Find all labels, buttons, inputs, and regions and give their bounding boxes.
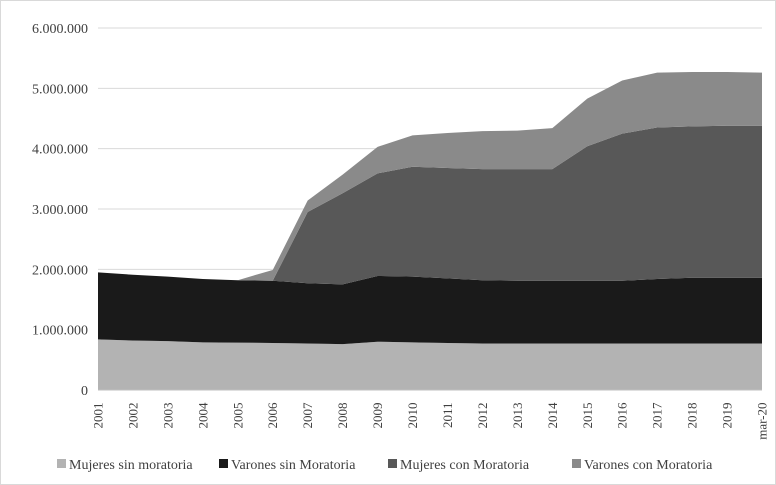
x-tick-label: 2005 xyxy=(230,403,245,429)
x-tick-label: 2013 xyxy=(510,403,525,429)
x-tick-label: 2002 xyxy=(125,403,140,429)
area-series xyxy=(98,72,762,390)
x-tick-label: 2017 xyxy=(650,402,665,429)
axes: 0 1.000.000 2.000.000 3.000.000 4.000.000 5.0… xyxy=(32,22,770,440)
area-mujeres-con-moratoria xyxy=(98,125,762,285)
x-tick-label: 2009 xyxy=(370,403,385,429)
x-tick-label: 2012 xyxy=(475,403,490,429)
y-tick-label: 5.000.000 xyxy=(32,82,88,97)
y-tick-label: 0 xyxy=(81,384,88,399)
x-tick-label: 2016 xyxy=(615,402,630,429)
y-tick-label: 2.000.000 xyxy=(32,263,88,278)
x-tick-label: 2014 xyxy=(545,402,560,429)
legend-label-varones-sin-moratoria: Varones sin Moratoria xyxy=(231,458,356,473)
area-varones-sin-moratoria xyxy=(98,272,762,345)
x-tick-label: 2010 xyxy=(405,403,420,429)
legend-swatch-varones-sin-moratoria xyxy=(219,459,228,468)
legend-label-mujeres-sin-moratoria: Mujeres sin moratoria xyxy=(69,458,193,473)
x-tick-label: 2019 xyxy=(720,403,735,429)
x-tick-label: 2006 xyxy=(265,402,280,429)
legend-label-mujeres-con-moratoria: Mujeres con Moratoria xyxy=(400,458,530,473)
y-tick-label: 1.000.000 xyxy=(32,324,88,339)
area-varones-con-moratoria xyxy=(98,72,762,281)
legend-swatch-mujeres-con-moratoria xyxy=(388,459,397,468)
x-tick-label: 2008 xyxy=(335,403,350,429)
legend-swatch-varones-con-moratoria xyxy=(572,459,581,468)
x-tick-label: 2003 xyxy=(160,403,175,429)
y-tick-label: 3.000.000 xyxy=(32,203,88,218)
x-tick-label: 2004 xyxy=(195,402,210,429)
area-mujeres-sin-moratoria xyxy=(98,339,762,390)
x-tick-label: mar-20 xyxy=(755,403,770,440)
y-tick-label: 6.000.000 xyxy=(32,22,88,37)
x-tick-label: 2007 xyxy=(300,402,315,429)
legend-label-varones-con-moratoria: Varones con Moratoria xyxy=(584,458,713,473)
y-tick-label: 4.000.000 xyxy=(32,143,88,158)
x-tick-label: 2011 xyxy=(440,403,455,429)
legend: Mujeres sin moratoria Varones sin Morator… xyxy=(57,458,713,473)
legend-swatch-mujeres-sin-moratoria xyxy=(57,459,66,468)
x-tick-label: 2001 xyxy=(91,403,106,429)
x-tick-label: 2015 xyxy=(580,403,595,429)
x-tick-label: 2018 xyxy=(685,403,700,429)
